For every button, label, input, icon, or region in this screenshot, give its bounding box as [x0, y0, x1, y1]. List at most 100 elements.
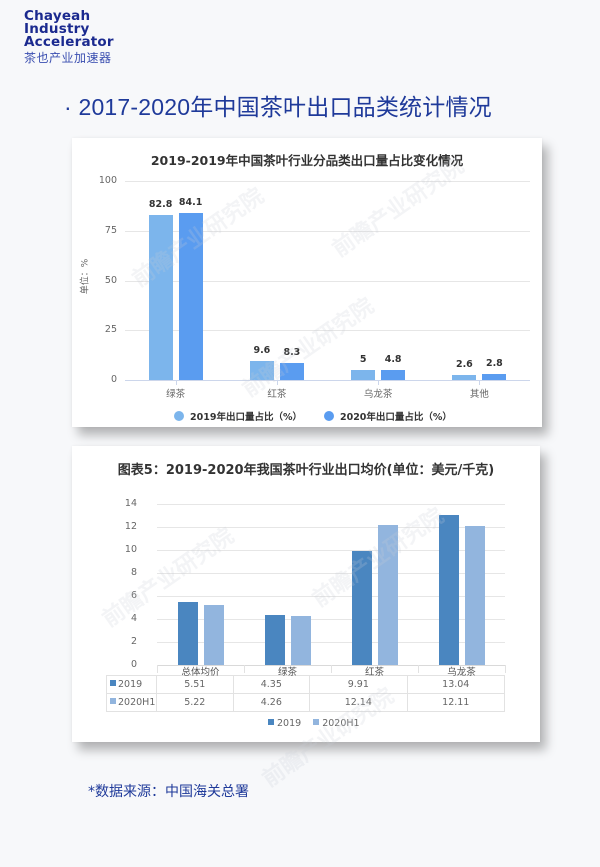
- legend-label: 2020H1: [322, 718, 360, 729]
- table-column-divider: [331, 665, 332, 673]
- gridline: [157, 504, 505, 505]
- chart-export-price-panel: 图表5：2019-2020年我国茶叶行业出口均价(单位：美元/千克) 2019 …: [72, 446, 540, 742]
- data-label: 4.8: [384, 354, 402, 366]
- legend-item-2020[interactable]: 2020年出口量占比（%）: [323, 409, 452, 423]
- legend-item-2019[interactable]: 2019: [268, 718, 301, 729]
- legend-item-2020H1[interactable]: 2020H1: [313, 718, 360, 729]
- bar-2019: [438, 515, 459, 665]
- gridline: [157, 642, 505, 643]
- series-swatch-icon: [110, 698, 116, 704]
- table-cell: 4.26: [232, 693, 311, 712]
- table-cell: 4.35: [232, 675, 311, 694]
- bar-2020: [381, 370, 406, 380]
- data-label: 5: [359, 354, 367, 366]
- table-row: 2020H1 5.22 4.26 12.14 12.11: [106, 693, 506, 712]
- series-name: 2019: [118, 679, 143, 690]
- bar-2019: [177, 601, 198, 665]
- y-tick-label: 6: [130, 590, 137, 601]
- bar-2020: [178, 212, 203, 380]
- chart-export-share-panel: 2019-2019年中国茶叶行业分品类出口量占比变化情况 单位：% 2019年出…: [72, 138, 542, 427]
- table-column-divider: [157, 665, 158, 673]
- gridline: [157, 619, 505, 620]
- table-column-divider: [244, 665, 245, 673]
- x-category-label: 红茶: [267, 389, 287, 400]
- y-tick-label: 50: [104, 274, 117, 286]
- bar-2019: [452, 374, 477, 380]
- table-cell: 5.51: [156, 675, 234, 694]
- table-column-divider: [418, 665, 419, 673]
- table-cell: 12.11: [406, 693, 506, 712]
- logo-line-1: Chayeah: [24, 8, 91, 24]
- y-tick-label: 12: [124, 521, 137, 532]
- x-axis-line: [125, 380, 530, 381]
- table-cell: 5.22: [156, 693, 234, 712]
- legend-label: 2019年出口量占比（%）: [190, 412, 302, 423]
- logo-line-3: Accelerator: [24, 34, 114, 50]
- page-title: · 2017-2020年中国茶叶出口品类统计情况: [64, 94, 492, 120]
- bar-2020H1: [290, 616, 311, 665]
- table-column-divider: [505, 665, 506, 673]
- bar-2020H1: [203, 604, 224, 665]
- x-category-label: 总体均价: [181, 667, 220, 678]
- series-swatch-icon: [110, 680, 116, 686]
- legend-dot-icon: [174, 411, 184, 421]
- y-tick-label: 0: [110, 374, 117, 385]
- x-category-label: 乌龙茶: [447, 667, 476, 678]
- legend-dot-icon: [323, 411, 334, 421]
- bar-2020: [482, 374, 507, 380]
- x-tick: [378, 380, 380, 385]
- table-cell: 9.91: [309, 675, 408, 694]
- bar-2019: [249, 360, 274, 380]
- y-tick-label: 0: [130, 659, 137, 670]
- gridline: [157, 550, 505, 551]
- data-table: 2019 5.51 4.35 9.91 13.04 2020H1 5.22 4.…: [106, 675, 506, 712]
- data-label: 2.6: [455, 358, 473, 370]
- gridline: [157, 527, 505, 528]
- chart-title: 图表5：2019-2020年我国茶叶行业出口均价(单位：美元/千克): [117, 463, 495, 478]
- y-axis-label: 单位：%: [80, 258, 91, 295]
- gridline: [125, 280, 530, 282]
- y-tick-label: 2: [130, 636, 137, 647]
- data-label: 2.8: [485, 358, 503, 370]
- legend-label: 2019: [277, 718, 302, 729]
- gridline: [125, 330, 530, 332]
- bar-2020: [279, 363, 304, 380]
- legend-item-2019[interactable]: 2019年出口量占比（%）: [174, 409, 302, 423]
- y-tick-label: 14: [124, 498, 137, 509]
- y-tick-label: 4: [130, 613, 137, 624]
- table-cell: 12.14: [309, 693, 408, 712]
- logo-subtitle: 茶也产业加速器: [24, 51, 112, 65]
- x-category-label: 其他: [469, 389, 489, 400]
- bar-2020H1: [464, 525, 485, 665]
- x-category-label: 绿茶: [277, 667, 297, 678]
- bar-2019: [351, 370, 376, 380]
- data-source-note: *数据来源：中国海关总署: [88, 784, 249, 800]
- table-cell: 13.04: [406, 675, 506, 694]
- legend-swatch-icon: [313, 719, 320, 725]
- bar-2019: [351, 551, 372, 665]
- y-tick-label: 75: [104, 224, 117, 236]
- chart-legend: 2019年出口量占比（%） 2020年出口量占比（%）: [174, 409, 452, 423]
- gridline: [157, 573, 505, 574]
- gridline: [157, 596, 505, 597]
- data-label: 84.1: [178, 196, 203, 208]
- x-category-label: 乌龙茶: [363, 389, 393, 400]
- data-label: 9.6: [253, 344, 271, 356]
- x-tick: [276, 380, 278, 385]
- y-tick-label: 10: [124, 544, 137, 555]
- bar-2019: [148, 215, 173, 380]
- brand-logo: Chayeah Industry Accelerator 茶也产业加速器: [24, 8, 114, 66]
- legend-label: 2020年出口量占比（%）: [339, 412, 452, 423]
- x-category-label: 红茶: [364, 667, 384, 678]
- logo-line-2: Industry: [24, 21, 90, 37]
- chart-legend: 2019 2020H1: [268, 718, 360, 729]
- data-label: 82.8: [148, 199, 173, 211]
- chart-title: 2019-2019年中国茶叶行业分品类出口量占比变化情况: [150, 153, 464, 168]
- gridline: [125, 230, 530, 232]
- x-tick: [175, 380, 177, 385]
- y-tick-label: 8: [130, 567, 137, 578]
- table-row: 2019 5.51 4.35 9.91 13.04: [106, 675, 506, 694]
- y-tick-label: 100: [98, 175, 117, 186]
- data-label: 8.3: [283, 347, 301, 359]
- x-tick: [479, 380, 481, 385]
